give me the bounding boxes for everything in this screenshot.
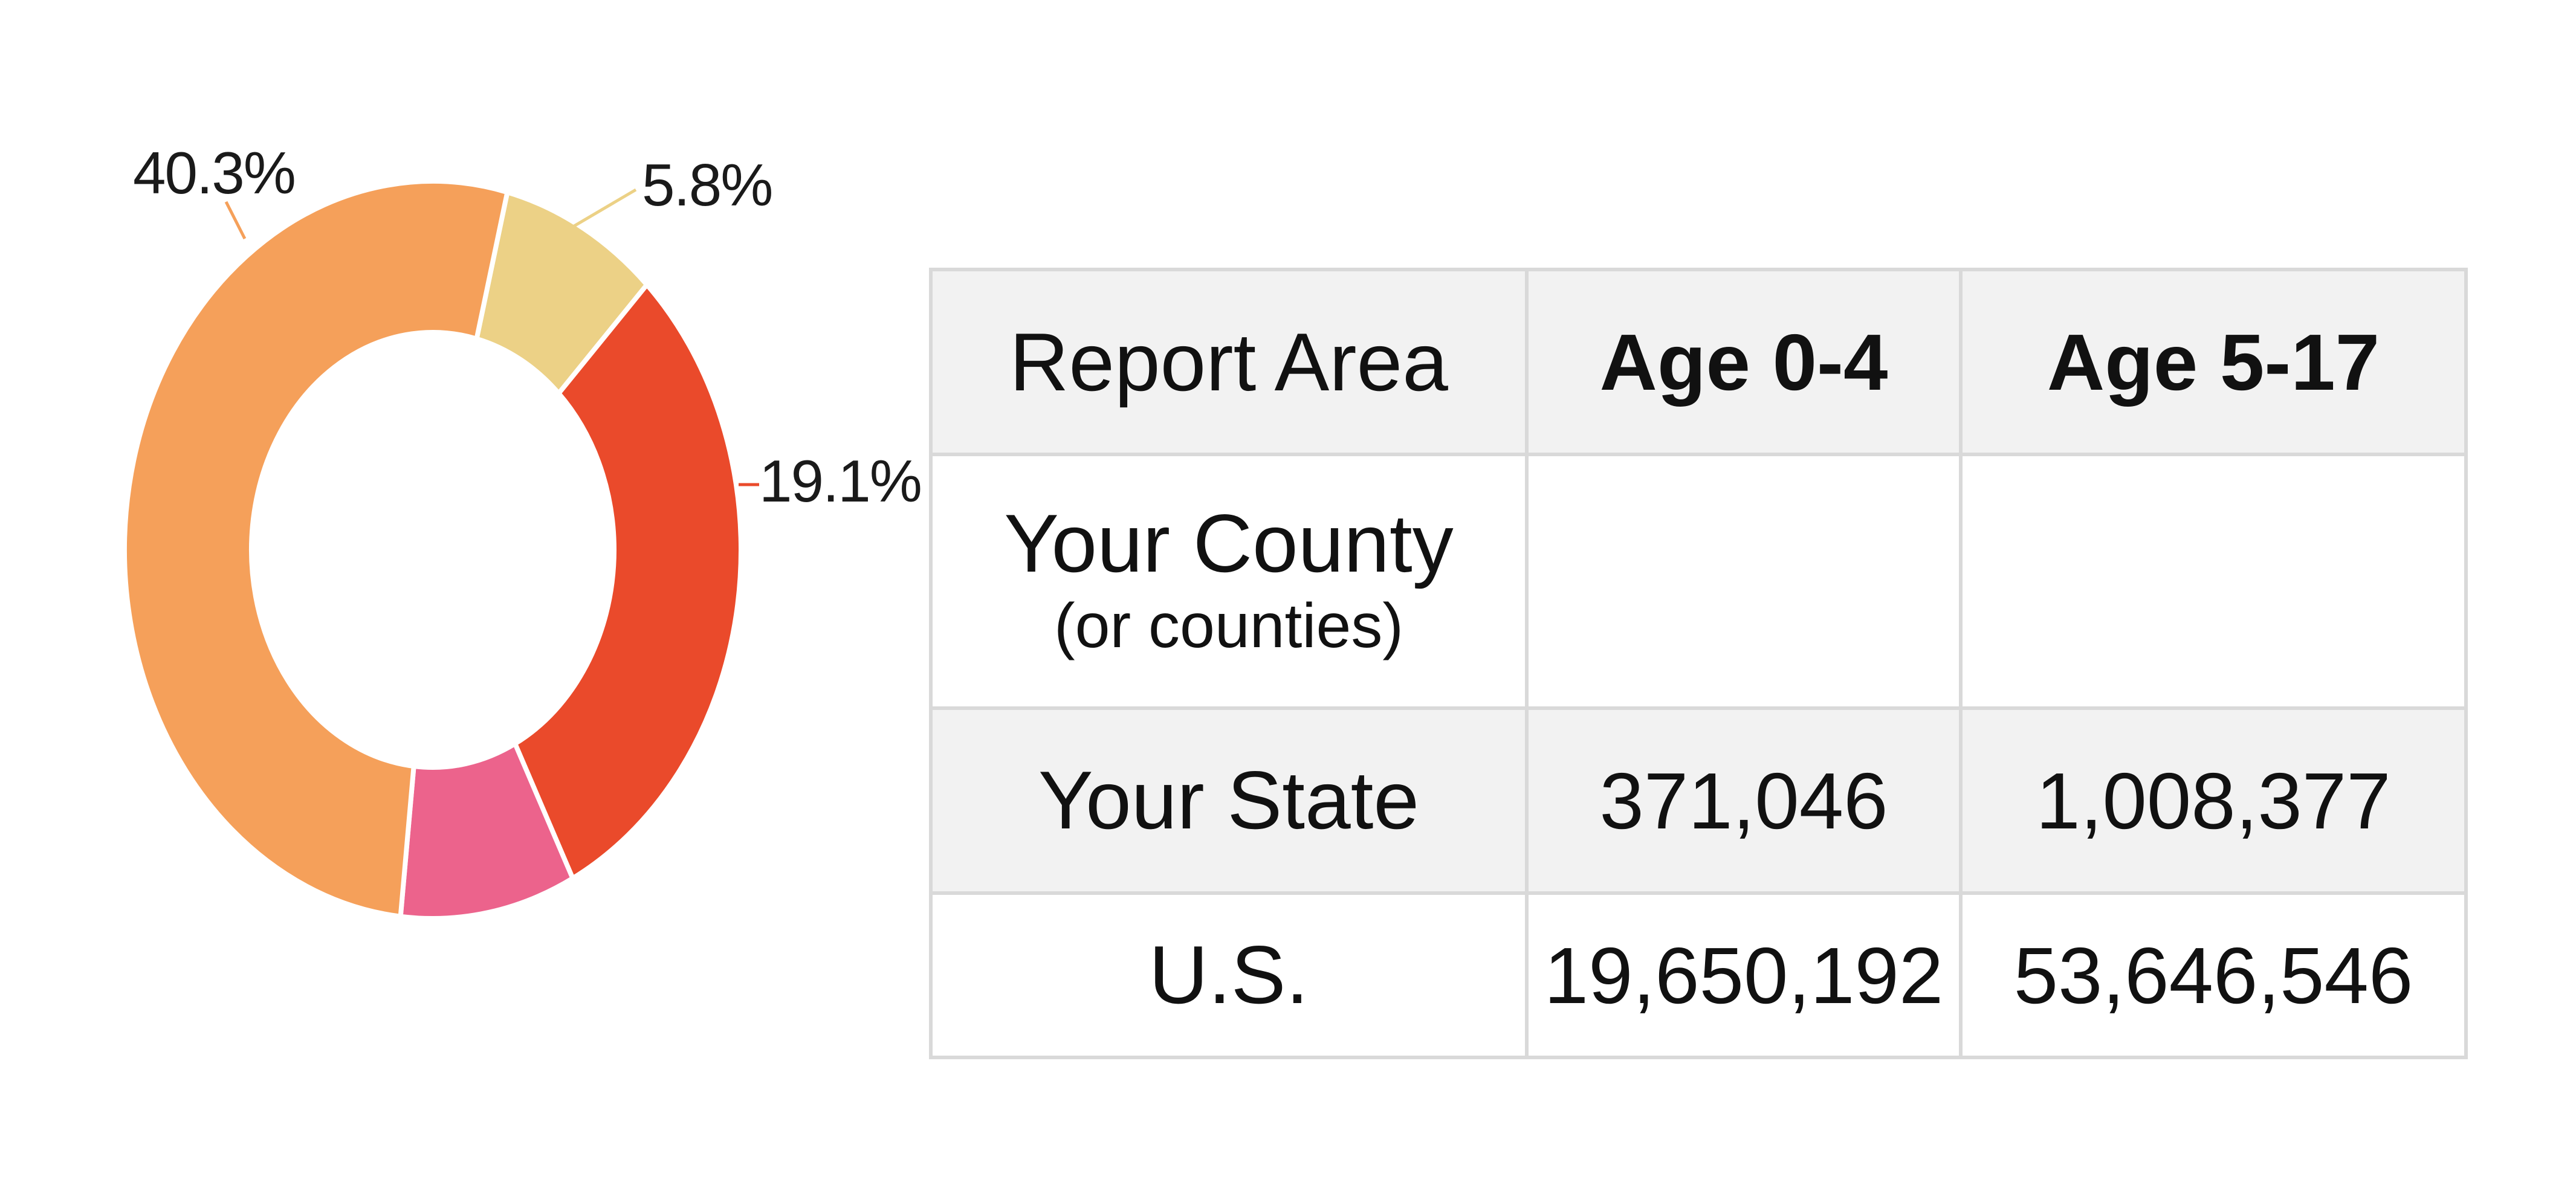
- row-area-name: Your County: [1004, 497, 1454, 589]
- row-value-age-0-4: 371,046: [1525, 706, 1963, 895]
- donut-slice: [122, 179, 511, 920]
- row-value-age-5-17: [1959, 453, 2468, 710]
- row-value-age-5-17: 1,008,377: [1959, 706, 2468, 895]
- slice-leader-line: [566, 188, 637, 232]
- slice-leader-line: [224, 201, 247, 240]
- row-value-age-0-4: 19,650,192: [1525, 891, 1963, 1059]
- row-area-cell: Your County (or counties): [929, 453, 1529, 710]
- row-value-age-5-17: 53,646,546: [1959, 891, 2468, 1059]
- slice-label-19-1: 19.1%: [759, 448, 921, 514]
- slice-label-5-8: 5.8%: [642, 152, 772, 218]
- row-area-name: Your State: [1038, 754, 1420, 847]
- table-row: Your State 371,046 1,008,377: [929, 706, 2468, 895]
- row-value-age-0-4: [1525, 453, 1963, 710]
- population-table: Report Area Age 0-4 Age 5-17 Your County…: [929, 268, 2468, 1059]
- row-area-subtitle: (or counties): [1054, 591, 1403, 662]
- row-area-cell: Your State: [929, 706, 1529, 895]
- header-age-0-4: Age 0-4: [1525, 268, 1963, 456]
- row-area-cell: U.S.: [929, 891, 1529, 1059]
- header-report-area: Report Area: [929, 268, 1529, 456]
- header-age-5-17: Age 5-17: [1959, 268, 2468, 456]
- slice-label-40-3: 40.3%: [133, 140, 295, 206]
- table-header-row: Report Area Age 0-4 Age 5-17: [929, 268, 2468, 456]
- table-row: U.S. 19,650,192 53,646,546: [929, 891, 2468, 1059]
- donut-chart: 5.8% 19.1% 40.3%: [122, 140, 922, 921]
- donut-slice: [512, 280, 743, 882]
- table-row: Your County (or counties): [929, 453, 2468, 710]
- row-area-name: U.S.: [1148, 929, 1309, 1021]
